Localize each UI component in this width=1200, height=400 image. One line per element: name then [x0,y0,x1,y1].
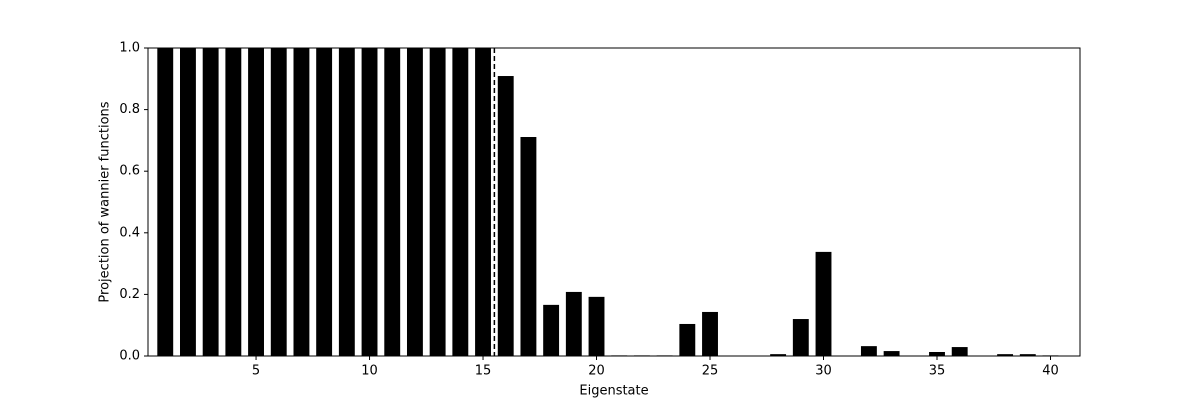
bar [202,48,219,356]
bar [520,137,537,356]
bar [406,48,423,356]
bar [770,354,787,356]
x-tick-label: 15 [475,364,492,379]
y-tick-label: 1.0 [119,41,140,56]
x-tick-label: 25 [702,364,719,379]
bar [702,311,718,356]
bar [997,354,1014,356]
bar [429,48,446,356]
bar [225,48,242,356]
y-tick-label: 0.8 [119,102,140,117]
y-tick-label: 0.6 [119,164,140,179]
bar [883,351,900,356]
bar [929,351,945,356]
x-tick-label: 30 [815,364,832,379]
bar [860,346,877,356]
y-tick-label: 0.2 [119,287,140,302]
bar [361,48,378,356]
bar [248,48,264,356]
bar [792,319,809,356]
x-tick-label: 35 [929,364,946,379]
bar [157,48,174,356]
bar [293,48,310,356]
bar [384,48,401,356]
bar [543,304,560,356]
bar [951,347,968,356]
bar [338,48,355,356]
bar [475,48,491,356]
x-tick-label: 5 [252,364,260,379]
y-tick-label: 0.0 [119,349,140,364]
bar [679,323,696,356]
y-tick-label: 0.4 [119,225,140,240]
x-tick-label: 40 [1042,364,1059,379]
y-axis-label: Projection of wannier functions [98,101,113,302]
x-tick-label: 10 [361,364,378,379]
x-tick-label: 20 [588,364,605,379]
plot-frame [147,47,1081,357]
bar [497,76,514,356]
x-axis-label: Eigenstate [579,384,648,399]
bar [452,48,469,356]
bar [316,48,333,356]
bar [1019,354,1036,356]
bar [180,48,196,356]
bar [815,251,832,356]
bar [565,291,582,356]
bar [588,296,605,356]
bar [270,48,287,356]
